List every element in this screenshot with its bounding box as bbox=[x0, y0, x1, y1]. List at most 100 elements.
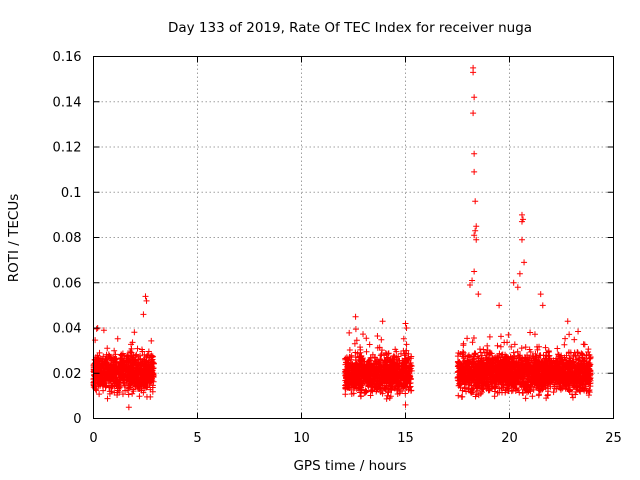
data-point bbox=[123, 367, 130, 374]
data-point bbox=[103, 355, 110, 362]
data-point bbox=[472, 198, 479, 205]
data-point bbox=[136, 393, 143, 400]
x-tick-label: 5 bbox=[193, 431, 201, 446]
data-point bbox=[137, 384, 144, 391]
data-point bbox=[120, 380, 127, 387]
data-point bbox=[138, 387, 145, 394]
data-point bbox=[133, 373, 140, 380]
data-point bbox=[475, 291, 482, 298]
data-point bbox=[374, 332, 381, 339]
data-point bbox=[112, 351, 119, 358]
data-point bbox=[143, 382, 150, 389]
data-point bbox=[518, 345, 525, 352]
data-point bbox=[125, 359, 132, 366]
data-point bbox=[111, 389, 118, 396]
data-point bbox=[105, 366, 112, 373]
data-point bbox=[403, 325, 410, 331]
data-point bbox=[514, 284, 521, 291]
data-point bbox=[140, 380, 147, 387]
data-point bbox=[494, 342, 501, 349]
data-point bbox=[383, 395, 390, 402]
data-point bbox=[366, 341, 373, 348]
data-point bbox=[346, 347, 353, 354]
data-point bbox=[566, 331, 573, 338]
data-point bbox=[101, 375, 108, 382]
data-point bbox=[100, 387, 107, 394]
y-tick-label: 0 bbox=[73, 412, 81, 427]
data-point bbox=[521, 259, 528, 266]
data-point bbox=[346, 329, 353, 336]
data-point bbox=[518, 211, 525, 218]
data-point bbox=[142, 293, 149, 300]
data-point bbox=[516, 270, 523, 277]
data-point bbox=[124, 387, 131, 394]
data-point bbox=[149, 384, 156, 391]
data-point bbox=[125, 352, 132, 359]
data-point bbox=[402, 401, 409, 408]
data-point bbox=[133, 378, 140, 385]
data-point bbox=[464, 335, 471, 342]
x-tick-label: 0 bbox=[89, 431, 97, 446]
y-tick-label: 0.1 bbox=[61, 186, 82, 201]
data-point bbox=[112, 364, 119, 371]
y-tick-label: 0.02 bbox=[53, 367, 82, 382]
data-point bbox=[114, 385, 121, 392]
data-point bbox=[116, 388, 123, 395]
data-point bbox=[148, 337, 155, 344]
chart-title: Day 133 of 2019, Rate Of TEC Index for r… bbox=[168, 20, 532, 36]
data-point bbox=[402, 320, 409, 327]
data-point bbox=[575, 328, 582, 335]
data-point bbox=[106, 388, 113, 395]
data-point bbox=[111, 371, 118, 378]
x-tick-label: 10 bbox=[293, 431, 310, 446]
data-point bbox=[107, 377, 114, 384]
data-point bbox=[119, 350, 126, 357]
data-point bbox=[130, 388, 137, 395]
data-point bbox=[580, 341, 587, 348]
data-point bbox=[125, 404, 132, 411]
data-point bbox=[129, 390, 136, 397]
data-point bbox=[561, 341, 568, 348]
data-point bbox=[460, 340, 467, 347]
data-point bbox=[363, 348, 370, 355]
data-point bbox=[93, 362, 100, 369]
data-point bbox=[342, 391, 349, 398]
data-point bbox=[357, 344, 364, 351]
x-tick-label: 15 bbox=[397, 431, 414, 446]
data-point bbox=[147, 352, 154, 359]
data-point bbox=[510, 279, 517, 286]
x-tick-label: 20 bbox=[501, 431, 518, 446]
data-point bbox=[470, 334, 477, 341]
data-point bbox=[105, 373, 112, 380]
data-point bbox=[149, 356, 156, 363]
data-point bbox=[125, 391, 132, 398]
data-point bbox=[95, 382, 102, 389]
x-tick-label: 25 bbox=[605, 431, 622, 446]
y-tick-label: 0.08 bbox=[53, 231, 82, 246]
data-point bbox=[140, 311, 147, 318]
data-point bbox=[128, 349, 135, 356]
data-point bbox=[106, 374, 113, 381]
data-point bbox=[121, 375, 128, 382]
data-point bbox=[113, 359, 120, 366]
data-point bbox=[496, 302, 503, 309]
data-point bbox=[147, 378, 154, 385]
data-point bbox=[117, 383, 124, 390]
data-point bbox=[550, 389, 557, 396]
data-point bbox=[150, 373, 157, 380]
y-tick-labels: 0 0.02 0.04 0.06 0.08 0.1 0.12 0.14 0.16 bbox=[53, 50, 82, 427]
data-point bbox=[96, 391, 103, 398]
data-point bbox=[96, 349, 103, 356]
x-tick-labels: 0 5 10 15 20 25 bbox=[89, 431, 621, 446]
data-point bbox=[138, 377, 145, 384]
y-tick-label: 0.12 bbox=[53, 141, 82, 156]
data-point bbox=[124, 352, 131, 359]
data-point bbox=[505, 331, 512, 338]
data-point bbox=[104, 345, 111, 352]
data-point bbox=[537, 291, 544, 298]
data-point bbox=[120, 358, 127, 365]
data-point bbox=[143, 393, 150, 400]
data-point bbox=[100, 353, 107, 360]
data-point bbox=[104, 395, 111, 402]
